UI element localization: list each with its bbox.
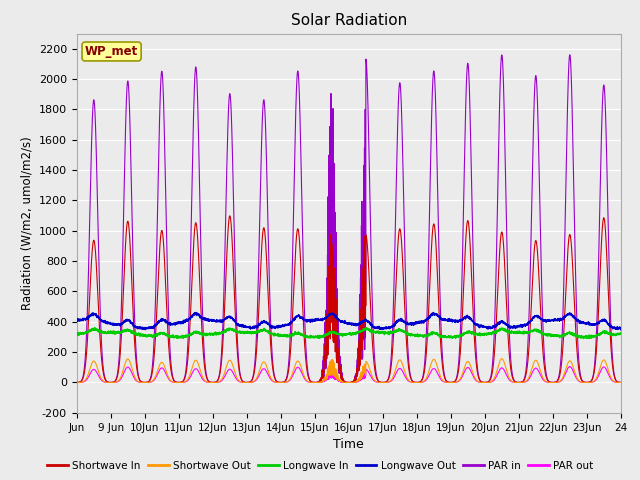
Legend: Shortwave In, Shortwave Out, Longwave In, Longwave Out, PAR in, PAR out: Shortwave In, Shortwave Out, Longwave In… <box>43 456 597 475</box>
Text: WP_met: WP_met <box>85 45 138 58</box>
Y-axis label: Radiation (W/m2, umol/m2/s): Radiation (W/m2, umol/m2/s) <box>20 136 33 310</box>
X-axis label: Time: Time <box>333 438 364 451</box>
Title: Solar Radiation: Solar Radiation <box>291 13 407 28</box>
